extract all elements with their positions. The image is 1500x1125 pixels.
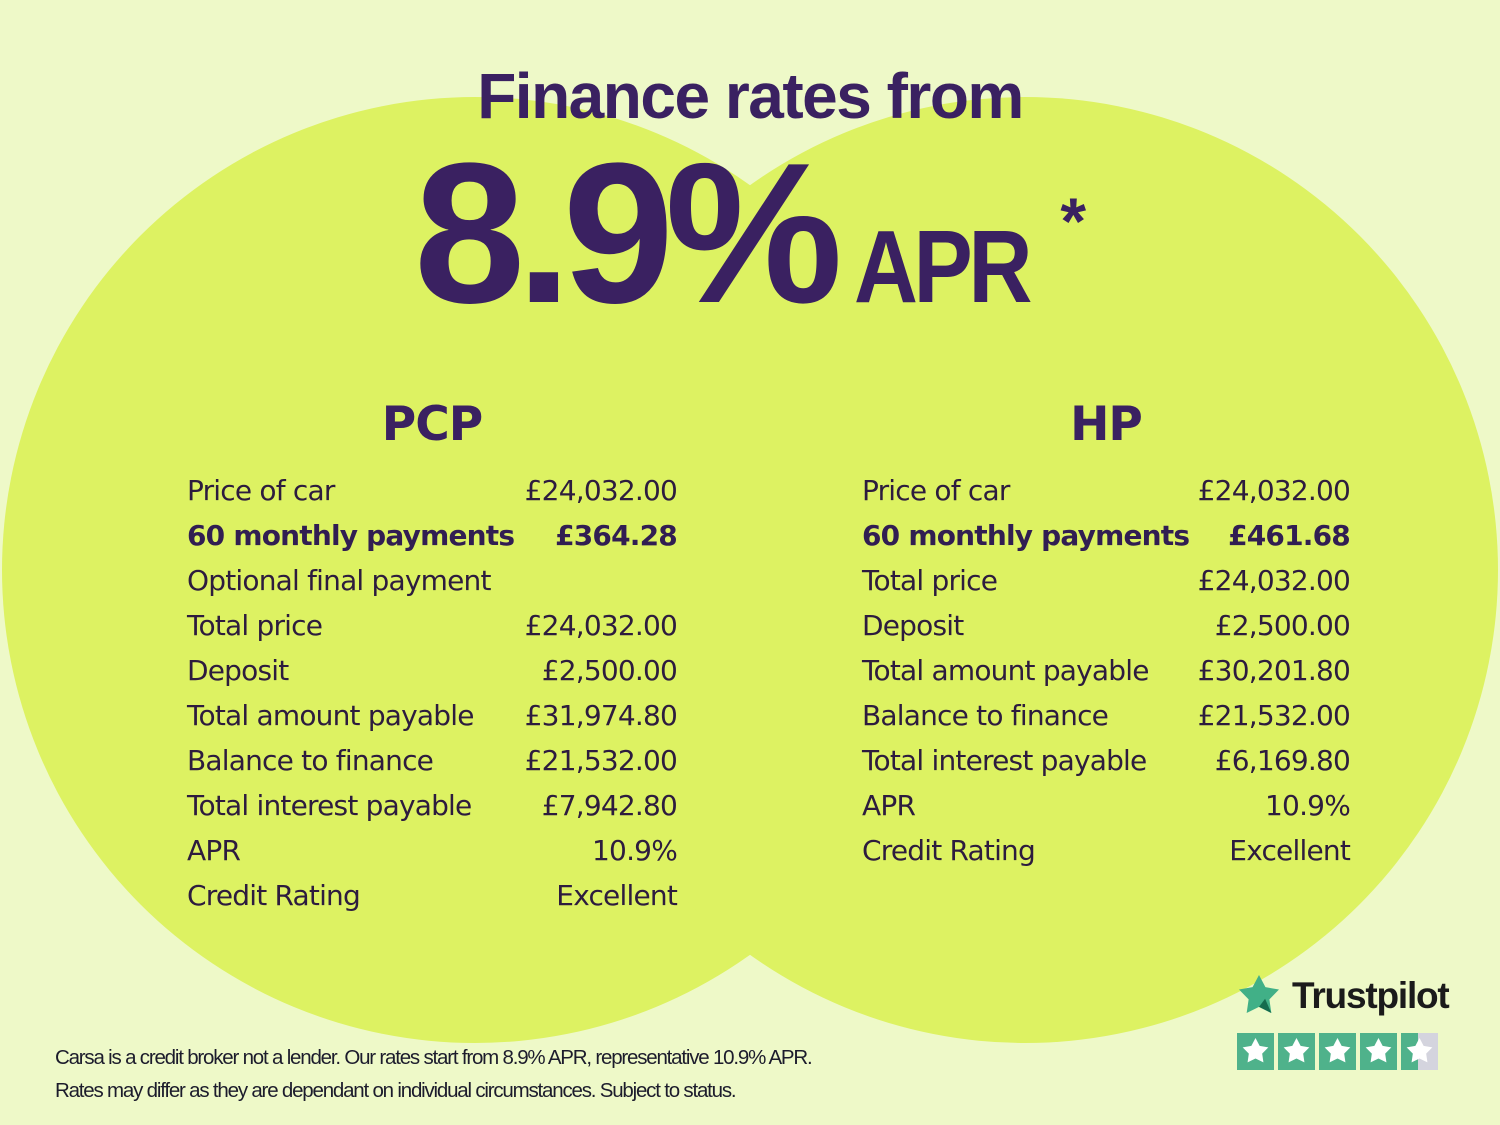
- row-label: Balance to finance: [187, 744, 434, 777]
- row-label: Price of car: [187, 474, 335, 507]
- row-label: Total amount payable: [862, 654, 1149, 687]
- table-row: Balance to finance £21,532.00: [862, 693, 1351, 738]
- rate-value: 8.9%: [413, 122, 843, 345]
- table-row: 60 monthly payments £461.68: [862, 513, 1351, 558]
- trustpilot-wordmark: Trustpilot: [1292, 975, 1450, 1016]
- rating-star-box: [1319, 1033, 1356, 1070]
- row-label: Balance to finance: [862, 699, 1109, 732]
- star-icon: [1406, 1038, 1433, 1063]
- row-value: £2,500.00: [1214, 609, 1351, 642]
- disclaimer-line-2: Rates may differ as they are dependant o…: [55, 1079, 737, 1102]
- rate-footnote-asterisk: *: [1060, 184, 1086, 258]
- table-row: Price of car £24,032.00: [187, 468, 678, 513]
- background-circle-right: [552, 97, 1498, 1043]
- row-label: Total price: [862, 564, 998, 597]
- rating-star-box: [1401, 1033, 1438, 1070]
- row-label: 60 monthly payments: [862, 519, 1190, 552]
- row-value: £7,942.80: [541, 789, 678, 822]
- row-value: 10.9%: [1265, 789, 1351, 822]
- row-label: Price of car: [862, 474, 1010, 507]
- row-value: £461.68: [1228, 519, 1351, 552]
- table-row: Total amount payable £30,201.80: [862, 648, 1351, 693]
- row-value: £24,032.00: [1197, 564, 1351, 597]
- table-row: Credit Rating Excellent: [862, 828, 1351, 873]
- row-value: £24,032.00: [1197, 474, 1351, 507]
- table-row: Total price £24,032.00: [187, 603, 678, 648]
- trustpilot-badge: Trustpilot: [1237, 975, 1450, 1070]
- row-value: £21,532.00: [524, 744, 678, 777]
- pcp-heading: PCP: [381, 397, 483, 452]
- hp-table-section: HP Price of car £24,032.00 60 monthly paym…: [862, 392, 1351, 873]
- trustpilot-logo: Trustpilot: [1237, 975, 1450, 1017]
- star-icon: [1242, 1038, 1269, 1063]
- hp-table-rows: Price of car £24,032.00 60 monthly payment…: [862, 468, 1351, 873]
- row-value: £24,032.00: [524, 474, 678, 507]
- table-row: 60 monthly payments £364.28: [187, 513, 678, 558]
- row-label: APR: [187, 834, 241, 867]
- table-row: Optional final payment: [187, 558, 677, 603]
- star-icon: [1324, 1038, 1351, 1063]
- headline-rate: 8.9% APR *: [0, 134, 1500, 334]
- pcp-table-section: PCP Price of car £24,032.00 60 monthly pay…: [187, 392, 678, 918]
- row-value: Excellent: [556, 879, 678, 912]
- rate-unit: APR: [853, 209, 1032, 324]
- table-row: Deposit £2,500.00: [862, 603, 1351, 648]
- row-value: 10.9%: [592, 834, 678, 867]
- rating-star-box: [1237, 1033, 1274, 1070]
- rating-star-box: [1360, 1033, 1397, 1070]
- row-label: Credit Rating: [187, 879, 361, 912]
- row-label: Total interest payable: [187, 789, 472, 822]
- hp-heading: HP: [1070, 397, 1143, 452]
- row-value: £24,032.00: [524, 609, 678, 642]
- table-row: Total interest payable £7,942.80: [187, 783, 678, 828]
- table-row: APR 10.9%: [187, 828, 678, 873]
- rating-star-box: [1278, 1033, 1315, 1070]
- row-label: Total amount payable: [187, 699, 474, 732]
- table-row: Total amount payable £31,974.80: [187, 693, 678, 738]
- row-label: Total price: [187, 609, 323, 642]
- disclaimer: Carsa is a credit broker not a lender. O…: [55, 1041, 813, 1107]
- row-label: 60 monthly payments: [187, 519, 515, 552]
- row-label: Optional final payment: [187, 564, 491, 597]
- trustpilot-rating-stars: [1237, 1033, 1449, 1070]
- row-label: Deposit: [862, 609, 964, 642]
- table-row: Price of car £24,032.00: [862, 468, 1351, 513]
- row-label: Deposit: [187, 654, 289, 687]
- row-value: Excellent: [1229, 834, 1351, 867]
- row-value: £6,169.80: [1214, 744, 1351, 777]
- table-row: Credit Rating Excellent: [187, 873, 678, 918]
- table-row: APR 10.9%: [862, 783, 1351, 828]
- pcp-table-rows: Price of car £24,032.00 60 monthly payment…: [187, 468, 678, 918]
- row-value: £21,532.00: [1197, 699, 1351, 732]
- row-value: £31,974.80: [524, 699, 678, 732]
- star-icon: [1365, 1038, 1392, 1063]
- star-icon: [1283, 1038, 1310, 1063]
- disclaimer-line-1: Carsa is a credit broker not a lender. O…: [55, 1046, 813, 1069]
- row-label: Credit Rating: [862, 834, 1036, 867]
- page-title: Finance rates from: [477, 60, 1024, 132]
- table-row: Deposit £2,500.00: [187, 648, 678, 693]
- table-row: Total interest payable £6,169.80: [862, 738, 1351, 783]
- row-value: £364.28: [555, 519, 678, 552]
- trustpilot-star-icon: [1239, 975, 1279, 1014]
- row-value: £2,500.00: [541, 654, 678, 687]
- table-row: Total price £24,032.00: [862, 558, 1351, 603]
- row-value: £30,201.80: [1197, 654, 1351, 687]
- row-label: APR: [862, 789, 916, 822]
- row-label: Total interest payable: [862, 744, 1147, 777]
- table-row: Balance to finance £21,532.00: [187, 738, 678, 783]
